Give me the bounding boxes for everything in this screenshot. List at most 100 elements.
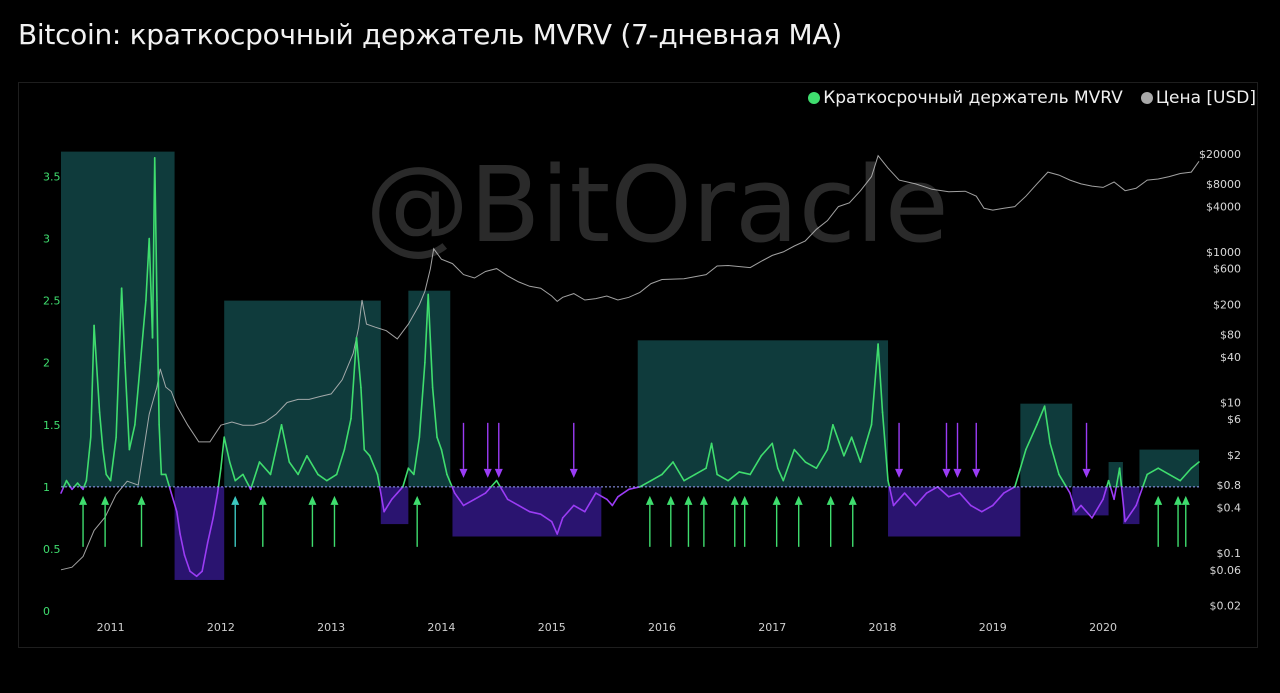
mvrv-segment xyxy=(694,467,707,476)
buy-arrow xyxy=(1174,495,1183,547)
mvrv-segment xyxy=(1124,504,1137,523)
mvrv-segment xyxy=(793,448,807,463)
buy-arrow xyxy=(258,495,267,547)
mvrv-segment xyxy=(60,486,65,494)
buy-arrow xyxy=(79,495,88,547)
buy-arrow-head xyxy=(101,495,110,505)
mvrv-segment xyxy=(595,492,608,501)
buy-arrow xyxy=(1181,495,1190,547)
mvrv-segment xyxy=(1091,498,1104,519)
mvrv-segment xyxy=(280,423,291,463)
buy-arrow xyxy=(1154,495,1163,547)
mvrv-segment xyxy=(870,343,879,426)
mvrv-segment xyxy=(969,504,983,513)
mvrv-segment xyxy=(250,461,261,488)
mvrv-segment xyxy=(499,486,509,501)
x-tick-label: 2012 xyxy=(207,621,235,634)
sell-arrow xyxy=(483,422,492,478)
mvrv-segment xyxy=(124,361,131,451)
mvrv-segment xyxy=(391,492,399,501)
buy-arrow-head xyxy=(740,495,749,505)
sell-arrow xyxy=(459,422,468,478)
y-right-tick-label: $6 xyxy=(1227,413,1241,426)
buy-arrow-head xyxy=(794,495,803,505)
x-tick-label: 2014 xyxy=(427,621,455,634)
mvrv-segment xyxy=(1113,486,1118,501)
mvrv-segment xyxy=(418,361,426,438)
mvrv-segment xyxy=(128,423,136,451)
mvrv-segment xyxy=(220,436,226,470)
mvrv-segment xyxy=(683,473,696,482)
sell-arrow xyxy=(972,422,981,478)
mvrv-segment xyxy=(1036,405,1046,426)
y-left-tick-label: 1.5 xyxy=(43,419,61,432)
x-axis: 2011 2012 2013 2014 2015 2016 2017 2018 2019 2020 xyxy=(97,621,1117,634)
x-tick-label: 2019 xyxy=(979,621,1007,634)
mvrv-segment xyxy=(413,436,421,476)
buy-arrow-head xyxy=(258,495,267,505)
x-tick-label: 2016 xyxy=(648,621,676,634)
x-tick-label: 2013 xyxy=(317,621,345,634)
mvrv-segment xyxy=(572,504,586,513)
legend-dot-price xyxy=(1140,92,1153,104)
mvrv-segment xyxy=(473,492,487,501)
mvrv-segment xyxy=(826,423,834,451)
buy-arrow xyxy=(308,495,317,547)
sell-arrow-head xyxy=(483,468,492,478)
buy-arrow-head xyxy=(1174,495,1183,505)
mvrv-segment xyxy=(85,436,92,482)
mvrv-segment xyxy=(216,486,220,494)
mvrv-segment xyxy=(89,324,95,438)
sell-arrow xyxy=(895,422,904,478)
buy-arrow xyxy=(684,495,693,547)
mvrv-segment xyxy=(325,473,338,482)
mvrv-segment xyxy=(105,473,112,482)
mvrv-segment xyxy=(1157,467,1171,476)
buy-arrow-head xyxy=(666,495,675,505)
mvrv-segment xyxy=(539,513,553,523)
mvrv-segment xyxy=(83,479,88,488)
mvrv-segment xyxy=(168,486,173,494)
y-right-tick-label: $20000 xyxy=(1199,148,1241,161)
mvrv-segment xyxy=(288,461,299,476)
buy-arrow-head xyxy=(772,495,781,505)
mvrv-segment xyxy=(1107,479,1112,488)
x-tick-label: 2017 xyxy=(758,621,786,634)
buy-arrow xyxy=(666,495,675,547)
mvrv-segment xyxy=(170,492,178,513)
mvrv-segment xyxy=(164,473,171,488)
y-right-tick-label: $0.4 xyxy=(1217,502,1242,515)
legend-item-price[interactable]: Цена [USD] xyxy=(1140,88,1256,108)
sell-arrow-head xyxy=(569,468,578,478)
mvrv-segment xyxy=(760,442,774,457)
buy-arrow-head xyxy=(645,495,654,505)
mvrv-segment xyxy=(705,442,713,470)
mvrv-segment xyxy=(749,455,763,476)
signal-arrows xyxy=(79,422,1190,547)
zone-high xyxy=(637,340,889,487)
buy-arrow xyxy=(330,495,339,547)
legend: Краткосрочный держатель MVRV Цена [USD] xyxy=(808,88,1256,108)
mvrv-segment xyxy=(1135,486,1144,507)
mvrv-segment xyxy=(440,448,448,476)
mvrv-segment xyxy=(727,471,740,482)
mvrv-segment xyxy=(355,337,362,389)
mvrv-segment xyxy=(402,467,410,488)
mvrv-segment xyxy=(947,492,961,498)
y-right-tick-label: $1000 xyxy=(1206,246,1241,259)
mvrv-segment xyxy=(258,461,272,476)
legend-item-mvrv[interactable]: Краткосрочный держатель MVRV xyxy=(808,88,1123,108)
mvrv-segment xyxy=(145,237,151,302)
y-right-tick-label: $0.8 xyxy=(1217,479,1242,492)
mvrv-segment xyxy=(738,471,751,476)
mvrv-segment xyxy=(888,486,895,507)
mvrv-segment xyxy=(1190,461,1200,470)
zone-high xyxy=(1139,449,1199,487)
price-line xyxy=(60,154,1200,571)
buy-arrow xyxy=(740,495,749,547)
mvrv-segment xyxy=(234,473,244,482)
zone-low xyxy=(452,486,602,537)
y-left-tick-label: 0 xyxy=(43,605,50,618)
mvrv-segment xyxy=(710,442,718,476)
mvrv-segment xyxy=(1014,448,1027,488)
